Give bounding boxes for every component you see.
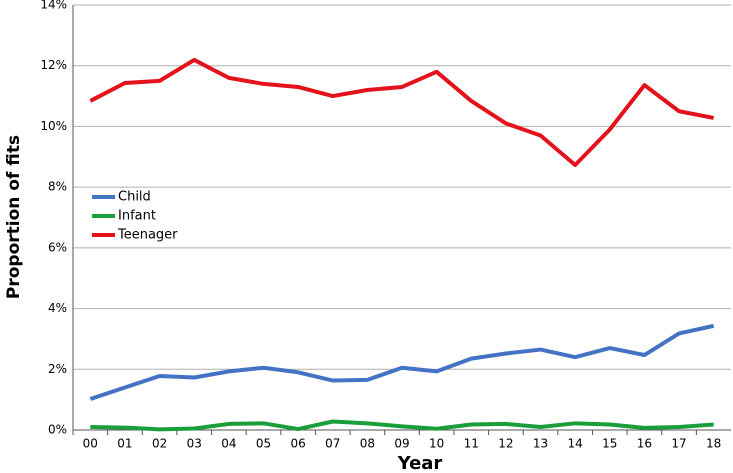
x-tick-label: 12 <box>498 437 513 451</box>
x-tick-label: 00 <box>83 437 98 451</box>
x-tick-label: 09 <box>394 437 409 451</box>
x-tick-label: 11 <box>464 437 479 451</box>
y-tick-label: 6% <box>48 240 67 254</box>
y-tick-label: 0% <box>48 423 67 437</box>
x-axis-title: Year <box>397 453 443 473</box>
legend-label: Teenager <box>117 228 178 243</box>
y-tick-label: 4% <box>48 301 67 315</box>
x-tick-label: 07 <box>325 437 340 451</box>
legend-label: Child <box>118 190 151 205</box>
x-tick-label: 04 <box>221 437 236 451</box>
y-tick-label: 8% <box>48 180 67 194</box>
series-line <box>89 323 715 401</box>
x-tick-label: 15 <box>602 437 617 451</box>
x-tick-label: 18 <box>706 437 721 451</box>
x-tick-label: 08 <box>360 437 375 451</box>
y-axis-title: Proportion of fits <box>4 135 24 299</box>
y-tick-label: 14% <box>40 0 67 12</box>
x-tick-label: 13 <box>533 437 548 451</box>
x-tick-label: 06 <box>290 437 305 451</box>
x-tick-label: 14 <box>568 437 583 451</box>
series-line <box>90 419 714 432</box>
x-tick-label: 17 <box>671 437 686 451</box>
y-tick-label: 2% <box>48 362 67 376</box>
series-line <box>89 57 715 167</box>
x-tick-label: 16 <box>637 437 652 451</box>
legend-label: Infant <box>118 209 156 224</box>
y-tick-label: 10% <box>40 119 67 133</box>
x-tick-label: 02 <box>152 437 167 451</box>
x-tick-label: 10 <box>429 437 444 451</box>
x-tick-label: 01 <box>117 437 132 451</box>
y-tick-label: 12% <box>40 58 67 72</box>
x-tick-label: 05 <box>256 437 271 451</box>
x-tick-label: 03 <box>187 437 202 451</box>
